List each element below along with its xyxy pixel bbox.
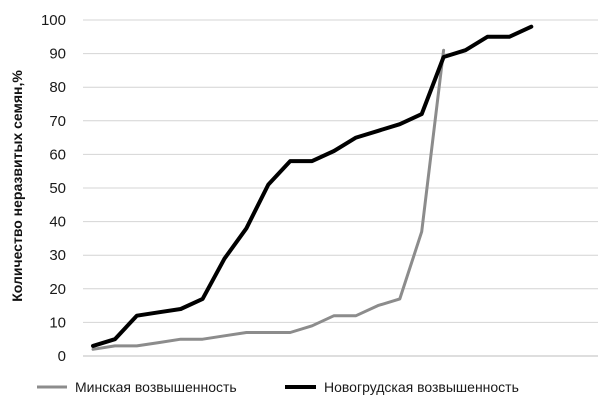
y-tick-label-10: 10	[49, 314, 66, 331]
y-tick-label-80: 80	[49, 79, 66, 96]
y-tick-label-100: 100	[41, 12, 66, 29]
y-tick-labels: 0 10 20 30 40 50 60 70 80 90 100	[41, 12, 66, 365]
y-axis-title: Количество неразвитых семян,%	[9, 70, 25, 302]
y-tick-label-50: 50	[49, 180, 66, 197]
series-lines	[91, 24, 534, 351]
series-line-novogrudok	[91, 24, 534, 348]
legend-label-novogrudok: Новогрудская возвышенность	[324, 379, 519, 395]
y-tick-label-60: 60	[49, 146, 66, 163]
y-tick-label-30: 30	[49, 247, 66, 264]
y-tick-label-70: 70	[49, 113, 66, 130]
y-tick-label-90: 90	[49, 46, 66, 63]
y-tick-label-20: 20	[49, 281, 66, 298]
legend-label-minsk: Минская возвышенность	[75, 379, 237, 395]
gridlines	[83, 19, 598, 357]
legend: Минская возвышенность Новогрудская возвы…	[37, 379, 519, 395]
y-tick-label-0: 0	[58, 348, 66, 365]
y-tick-label-40: 40	[49, 214, 66, 231]
series-line-minsk	[91, 48, 446, 351]
